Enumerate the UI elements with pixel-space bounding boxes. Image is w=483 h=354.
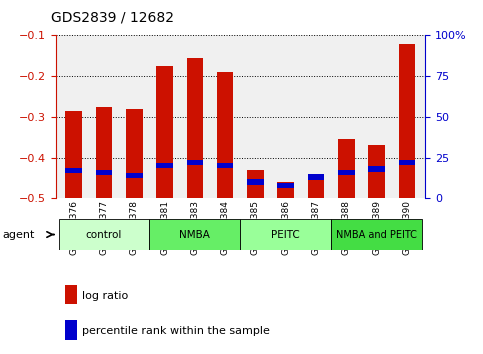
Bar bbox=[126, 173, 142, 178]
Text: log ratio: log ratio bbox=[82, 291, 128, 301]
Bar bbox=[96, 170, 113, 175]
Text: PEITC: PEITC bbox=[271, 229, 300, 240]
Bar bbox=[126, 109, 142, 198]
Bar bbox=[398, 44, 415, 198]
Bar bbox=[338, 170, 355, 175]
Text: agent: agent bbox=[2, 230, 35, 240]
Text: control: control bbox=[86, 229, 122, 240]
Bar bbox=[58, 219, 149, 250]
Text: NMBA and PEITC: NMBA and PEITC bbox=[336, 229, 417, 240]
Bar bbox=[65, 111, 82, 198]
Bar bbox=[156, 66, 173, 198]
Bar bbox=[338, 139, 355, 198]
Bar bbox=[247, 179, 264, 184]
Bar bbox=[277, 183, 294, 188]
Text: GDS2839 / 12682: GDS2839 / 12682 bbox=[51, 11, 174, 25]
Bar bbox=[368, 145, 385, 198]
Bar bbox=[308, 175, 325, 180]
Bar bbox=[247, 170, 264, 198]
Bar bbox=[149, 219, 241, 250]
Bar bbox=[156, 163, 173, 168]
Bar bbox=[398, 160, 415, 165]
Bar bbox=[217, 72, 233, 198]
Bar bbox=[241, 219, 331, 250]
Bar bbox=[331, 219, 422, 250]
Bar bbox=[186, 160, 203, 165]
Bar bbox=[368, 166, 385, 172]
Bar bbox=[96, 107, 113, 198]
Bar bbox=[186, 58, 203, 198]
Bar bbox=[217, 163, 233, 168]
Text: NMBA: NMBA bbox=[179, 229, 210, 240]
Bar bbox=[308, 176, 325, 198]
Bar bbox=[65, 168, 82, 173]
Bar bbox=[277, 182, 294, 198]
Text: percentile rank within the sample: percentile rank within the sample bbox=[82, 326, 270, 336]
